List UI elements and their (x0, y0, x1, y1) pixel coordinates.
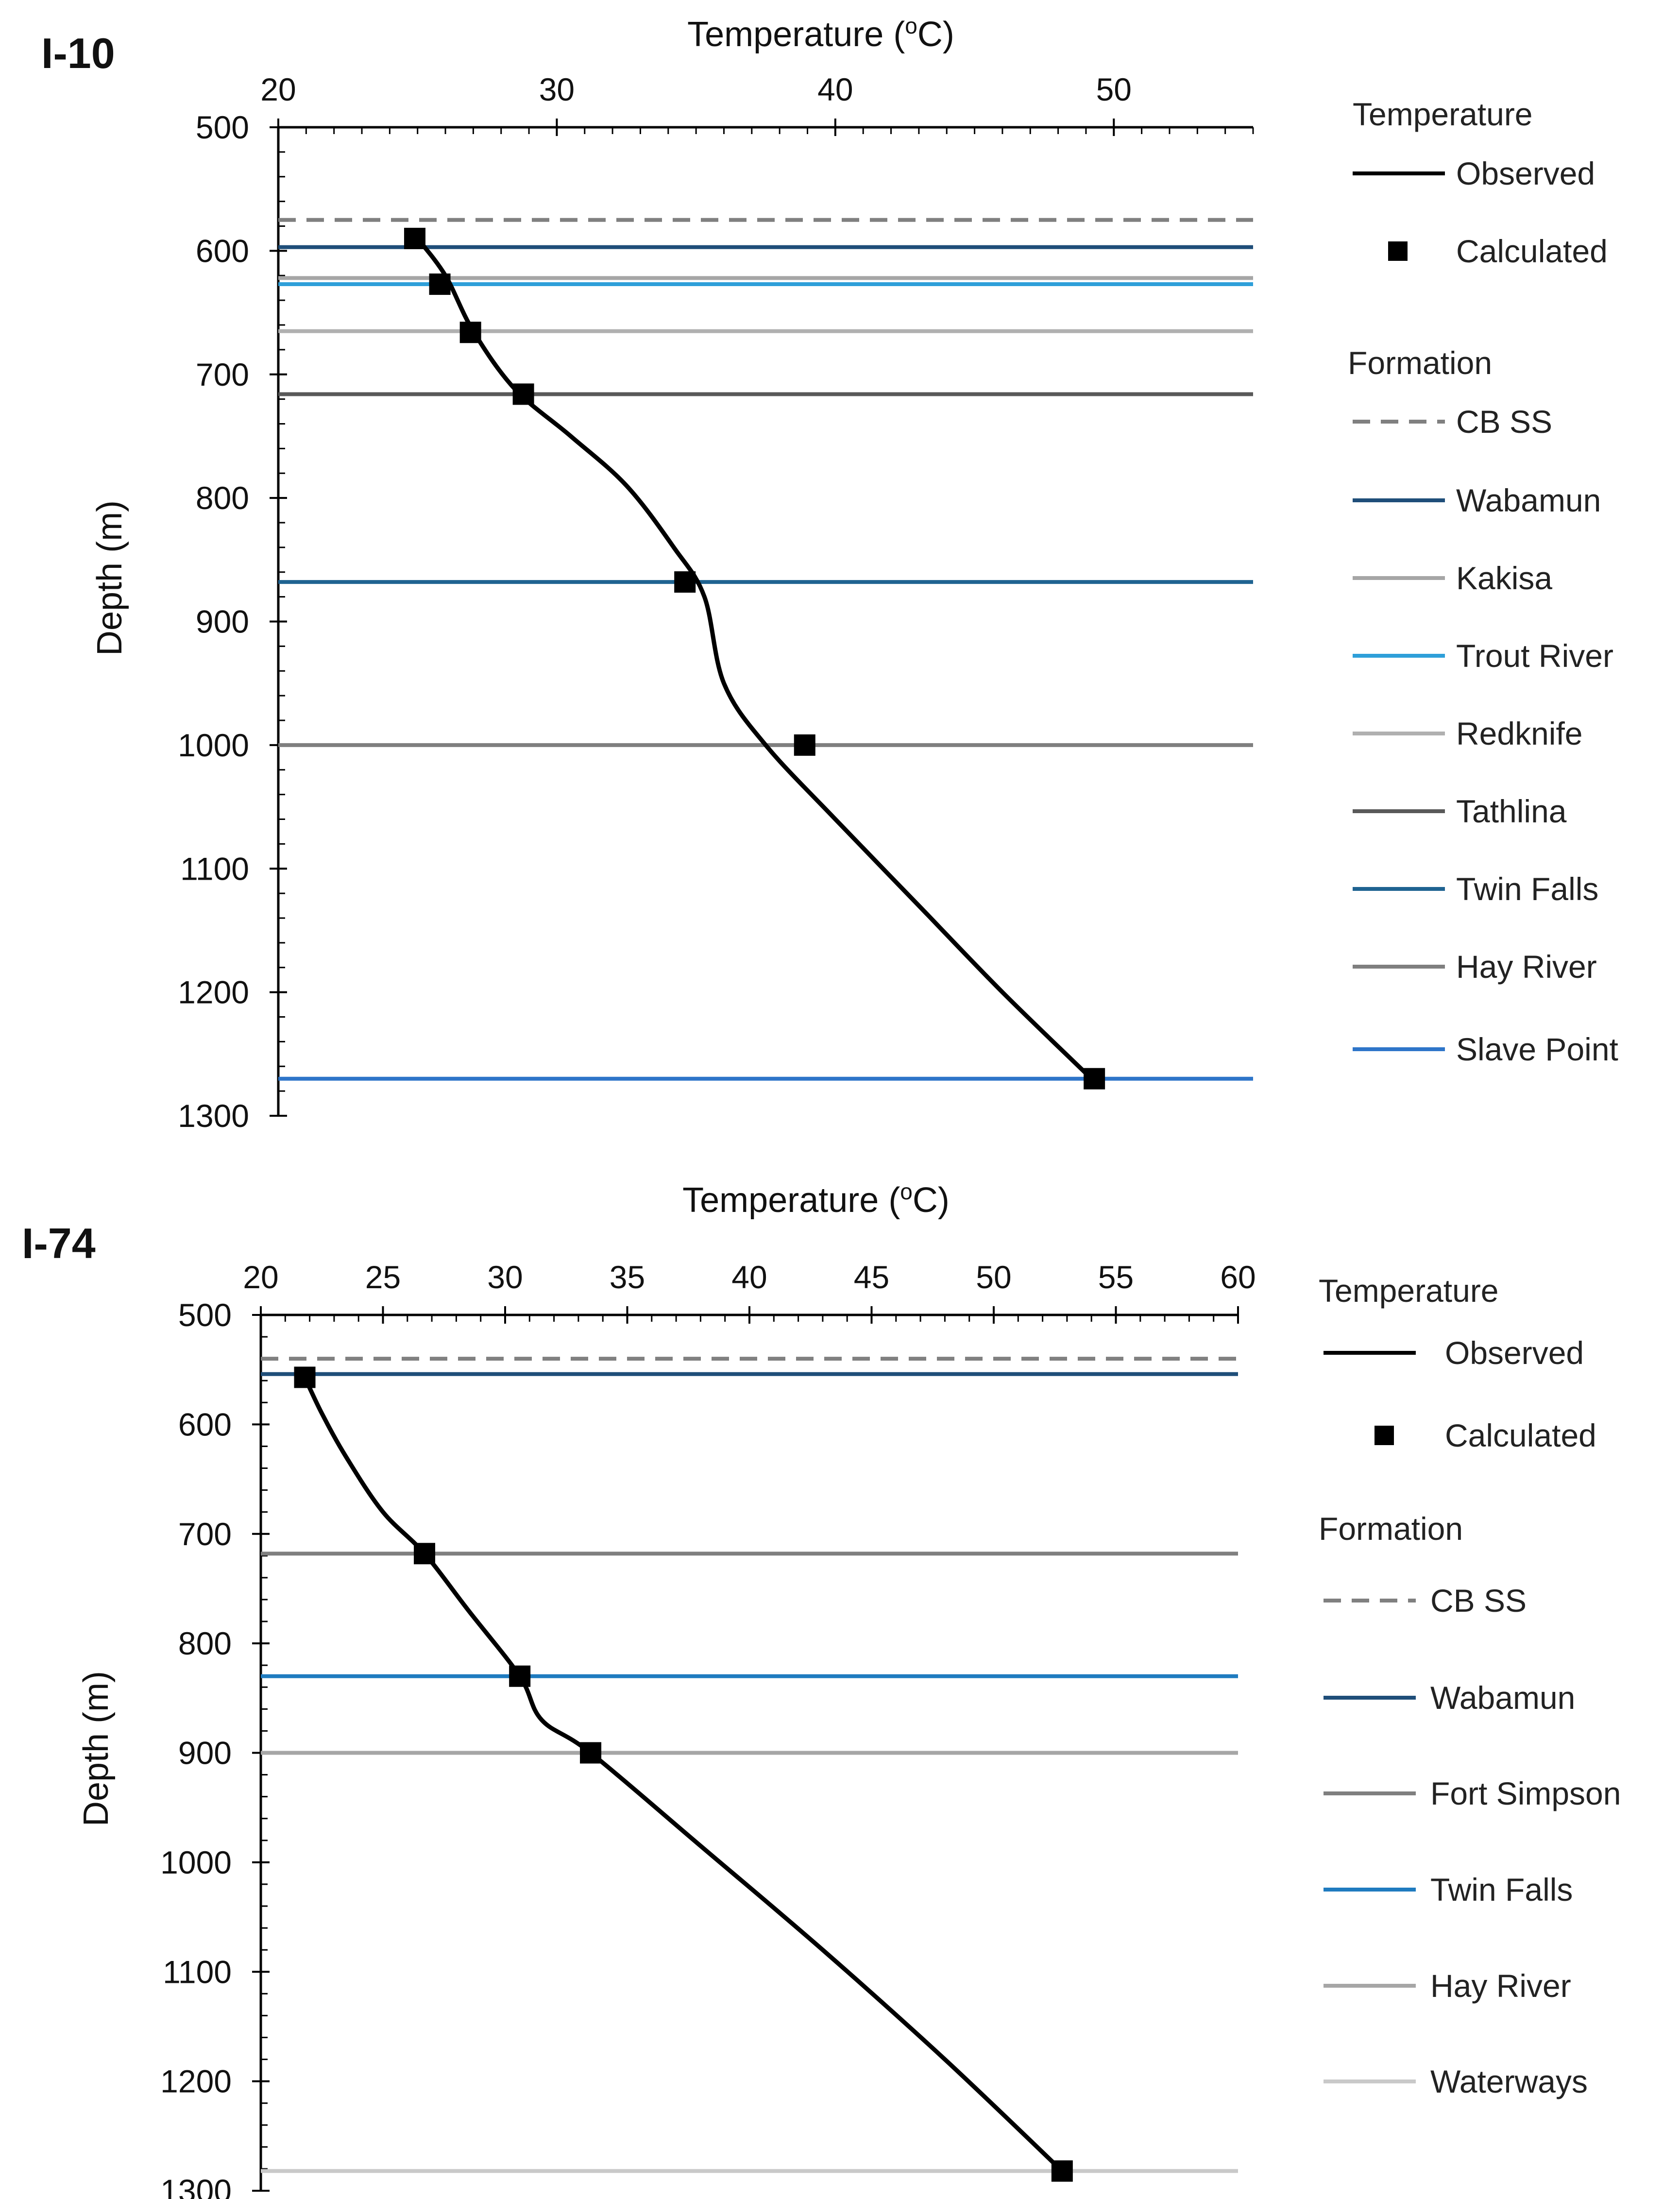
y-tick-label: 900 (178, 1735, 232, 1771)
x-axis-title-part: C) (917, 15, 954, 54)
calculated-point (580, 1742, 602, 1764)
legend-label-formation: Slave Point (1456, 1031, 1618, 1067)
x-tick-label: 40 (817, 71, 853, 107)
legend-calculated-swatch (1375, 1426, 1394, 1445)
y-tick-label: 1300 (160, 2173, 232, 2199)
y-tick-label: 1200 (160, 2063, 232, 2099)
legend-label-formation: Kakisa (1456, 560, 1552, 596)
chart-panel-i74: I-74 Temperature (oC) Depth (m) 20 25 30 35 40 4… (22, 1179, 1621, 2199)
legend-label-formation: CB SS (1430, 1583, 1527, 1619)
chart-panel-i10: I-10 Temperature (oC) Depth (m) 20 30 40 50 500… (41, 13, 1618, 1134)
legend-heading-formation: Formation (1319, 1511, 1463, 1547)
x-tick-label: 20 (260, 71, 296, 107)
legend-label-formation: Hay River (1456, 949, 1597, 985)
y-tick-label: 1000 (178, 727, 249, 763)
calculated-point (512, 383, 534, 405)
legend-label-formation: Trout River (1456, 638, 1613, 674)
legend-label-formation: Tathlina (1456, 793, 1567, 829)
y-tick-label: 500 (178, 1297, 232, 1333)
y-tick-label: 500 (196, 109, 249, 145)
legend-calculated-swatch (1388, 241, 1408, 261)
y-tick-label: 600 (196, 233, 249, 269)
calculated-point (1084, 1068, 1105, 1090)
calculated-point (459, 322, 481, 343)
legend-label-calculated: Calculated (1456, 233, 1608, 269)
legend-label-observed: Observed (1445, 1335, 1584, 1371)
x-axis-title-superscript: o (900, 1179, 913, 1204)
x-tick-label: 50 (976, 1259, 1011, 1295)
calculated-point (1051, 2160, 1073, 2182)
x-tick-label: 40 (731, 1259, 767, 1295)
legend-label-formation: Fort Simpson (1430, 1775, 1621, 1811)
x-tick-label: 50 (1096, 71, 1132, 107)
legend-heading-temperature: Temperature (1353, 96, 1533, 132)
x-axis-title: Temperature (oC) (682, 1179, 950, 1220)
x-tick-label: 45 (854, 1259, 889, 1295)
x-axis-title-part: C) (913, 1181, 950, 1220)
x-tick-label: 20 (243, 1259, 278, 1295)
panel-label: I-10 (41, 29, 115, 77)
y-axis-title: Depth (m) (90, 500, 129, 656)
y-tick-label: 1100 (163, 1954, 232, 1990)
calculated-point (294, 1366, 316, 1388)
legend-label-formation: Hay River (1430, 1968, 1571, 2004)
observed-temperature-line (303, 1376, 1064, 2173)
y-tick-label: 600 (178, 1406, 232, 1442)
legend-label-formation: Twin Falls (1456, 871, 1598, 907)
legend-label-formation: Redknife (1456, 716, 1583, 751)
observed-temperature-line (416, 237, 1093, 1080)
y-tick-label: 800 (178, 1625, 232, 1661)
y-axis-title: Depth (m) (77, 1671, 116, 1826)
legend-label-formation: Twin Falls (1430, 1872, 1573, 1908)
y-tick-label: 1000 (160, 1844, 232, 1880)
y-tick-label: 700 (196, 357, 249, 392)
legend-label-formation: CB SS (1456, 404, 1552, 440)
calculated-point (404, 227, 425, 249)
calculated-point (509, 1665, 531, 1687)
x-tick-label: 25 (365, 1259, 401, 1295)
y-tick-label: 1300 (178, 1098, 249, 1134)
legend-label-formation: Wabamun (1430, 1680, 1575, 1716)
y-tick-label: 1200 (178, 974, 249, 1010)
panel-label: I-74 (22, 1219, 96, 1267)
legend-heading-formation: Formation (1348, 345, 1492, 381)
x-axis-title: Temperature (oC) (687, 13, 954, 54)
x-axis-title-superscript: o (905, 13, 917, 38)
calculated-point (794, 734, 815, 756)
x-tick-label: 55 (1098, 1259, 1134, 1295)
x-tick-label: 30 (487, 1259, 523, 1295)
legend-heading-temperature: Temperature (1319, 1273, 1499, 1309)
legend-label-formation: Wabamun (1456, 482, 1601, 518)
calculated-point (674, 571, 696, 593)
calculated-point (414, 1543, 436, 1565)
x-tick-label: 35 (610, 1259, 645, 1295)
legend-label-calculated: Calculated (1445, 1417, 1596, 1453)
x-tick-label: 60 (1220, 1259, 1256, 1295)
x-tick-label: 30 (539, 71, 575, 107)
y-tick-label: 700 (178, 1516, 232, 1552)
legend-label-formation: Waterways (1430, 2063, 1588, 2099)
y-tick-label: 1100 (180, 851, 249, 886)
x-axis-title-part: Temperature ( (682, 1181, 900, 1220)
y-tick-label: 800 (196, 480, 249, 516)
calculated-point (429, 273, 451, 295)
x-axis-title-part: Temperature ( (687, 15, 905, 54)
legend-label-observed: Observed (1456, 155, 1595, 191)
y-tick-label: 900 (196, 604, 249, 640)
